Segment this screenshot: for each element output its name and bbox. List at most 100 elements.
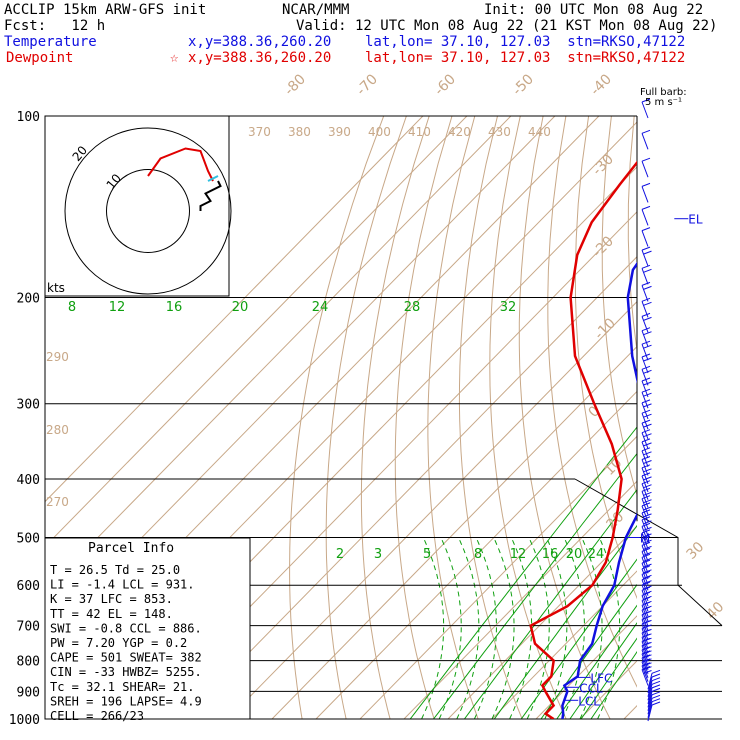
parcel-info-row: T = 26.5 Td = 25.0 bbox=[50, 563, 180, 577]
wind-barb bbox=[641, 509, 652, 530]
theta-label: 280 bbox=[46, 423, 69, 437]
parcel-info-row: CAPE = 501 SWEAT= 382 bbox=[50, 651, 202, 665]
isotherm-label: -70 bbox=[354, 71, 381, 98]
hodograph-black-trace bbox=[199, 180, 222, 211]
isotherm-line bbox=[623, 705, 637, 719]
isotherm-line bbox=[45, 116, 512, 593]
parcel-info-row: CIN = -33 HWBZ= 5255. bbox=[50, 665, 202, 679]
wind-barb bbox=[641, 654, 652, 674]
wind-barb bbox=[641, 547, 652, 568]
hodograph-frame bbox=[44, 115, 230, 297]
mixing-ratio-line bbox=[409, 426, 637, 719]
isotherm-label: -50 bbox=[510, 71, 537, 98]
dry-adiabats bbox=[289, 116, 740, 719]
parcel-info-box: Parcel Info T = 26.5 Td = 25.0LI = -1.4 L… bbox=[44, 537, 251, 723]
pressure-label: 1000 bbox=[9, 713, 40, 728]
temperature-legend: Temperature bbox=[4, 34, 97, 50]
mixing-ratio-label: 24 bbox=[588, 547, 605, 562]
wind-barbs bbox=[641, 98, 661, 722]
isotherm-line bbox=[403, 480, 637, 719]
isotherm-label: -80 bbox=[282, 71, 309, 98]
wind-barb bbox=[647, 687, 661, 708]
moist-adiabat-line bbox=[456, 537, 480, 719]
init-time: Init: 00 UTC Mon 08 Aug 22 bbox=[484, 2, 704, 18]
theta-label: 420 bbox=[448, 125, 471, 139]
hodograph-cyan-trace bbox=[207, 175, 219, 182]
theta-label: 400 bbox=[368, 125, 391, 139]
moist-adiabat-line bbox=[597, 537, 621, 719]
isotherm-label: -40 bbox=[588, 71, 615, 98]
moist-adiabat-line bbox=[491, 537, 515, 719]
wind-barb bbox=[647, 669, 661, 690]
mixing-ratio-label: 5 bbox=[423, 547, 431, 562]
wind-barb bbox=[641, 502, 652, 523]
isotherm-line bbox=[271, 345, 637, 719]
mixing-ratio-label: 12 bbox=[510, 547, 527, 562]
wind-barb bbox=[641, 264, 652, 285]
wind-barb bbox=[641, 516, 652, 536]
isotherm-label: 10 bbox=[602, 455, 626, 479]
isotherm-line bbox=[535, 615, 637, 719]
isotherm-label: 30 bbox=[684, 539, 708, 563]
level-marker-ccl: CCL bbox=[579, 681, 603, 695]
isotherm-line bbox=[359, 435, 637, 719]
moist-adiabat-line bbox=[421, 537, 445, 719]
pressure-label: 300 bbox=[17, 398, 40, 413]
chart-text: 100 200 300 400 500 600 700 800 900 1000 Full barb… bbox=[9, 87, 687, 728]
mixing-ratio-label: 8 bbox=[474, 547, 482, 562]
mixing-ratio-label: 16 bbox=[542, 547, 559, 562]
moist-adiabat-line bbox=[473, 537, 498, 719]
dry-adiabat-line bbox=[325, 116, 407, 719]
theta-label: 380 bbox=[288, 125, 311, 139]
moist-adiabat-line bbox=[526, 537, 550, 719]
level-marker-el: EL bbox=[688, 213, 703, 227]
full-barb-units: 5 m s⁻¹ bbox=[645, 97, 682, 108]
parcel-info-row: CELL = 266/23 bbox=[50, 709, 144, 723]
mixing-ratio-line bbox=[520, 558, 637, 719]
dry-adiabat-line bbox=[518, 116, 611, 719]
mixing-ratio-label: 12 bbox=[109, 300, 126, 315]
dry-adiabat-line bbox=[547, 116, 637, 688]
mixing-ratio-label: 8 bbox=[68, 300, 76, 315]
wind-barb bbox=[647, 694, 661, 715]
pressure-label: 400 bbox=[17, 473, 40, 488]
wind-barb bbox=[641, 553, 652, 574]
mixing-ratio-line bbox=[556, 604, 637, 719]
moist-adiabat-line bbox=[509, 537, 533, 719]
wind-barb bbox=[641, 182, 651, 203]
pressure-label: 600 bbox=[17, 579, 40, 594]
isotherm-line bbox=[45, 116, 468, 548]
dewpoint-profile bbox=[529, 160, 637, 719]
theta-label: 430 bbox=[488, 125, 511, 139]
mixing-ratio-line bbox=[493, 524, 637, 719]
dry-adiabat-line bbox=[702, 116, 740, 719]
wind-barb bbox=[641, 658, 652, 678]
level-marker-lcl: LCL bbox=[578, 694, 600, 708]
wind-barb bbox=[641, 281, 652, 302]
mixing-ratio-label: 24 bbox=[312, 300, 329, 315]
wind-barb bbox=[641, 409, 652, 430]
mixing-ratio-line bbox=[463, 488, 637, 719]
parcel-info-title: Parcel Info bbox=[88, 541, 174, 556]
level-markers: ELMLFCCCLLCL bbox=[564, 213, 703, 708]
wind-barb bbox=[641, 666, 652, 686]
theta-label: 270 bbox=[46, 495, 69, 509]
theta-label: 410 bbox=[408, 125, 431, 139]
isotherm-line bbox=[315, 390, 637, 719]
wind-barb bbox=[641, 340, 652, 361]
wind-barb bbox=[641, 541, 652, 562]
isotherm-label: -10 bbox=[592, 315, 619, 342]
moist-adiabat-line bbox=[561, 537, 586, 719]
dry-adiabat-line bbox=[601, 116, 637, 497]
wind-barb bbox=[641, 535, 652, 556]
pressure-label: 900 bbox=[17, 685, 40, 700]
isotherm-line bbox=[668, 116, 740, 719]
wind-barb bbox=[647, 680, 661, 701]
wind-barb bbox=[641, 327, 652, 347]
wind-barb bbox=[641, 377, 652, 398]
dry-adiabat-line bbox=[489, 116, 567, 719]
wind-barb bbox=[647, 698, 661, 718]
dry-adiabat-line bbox=[427, 116, 479, 719]
